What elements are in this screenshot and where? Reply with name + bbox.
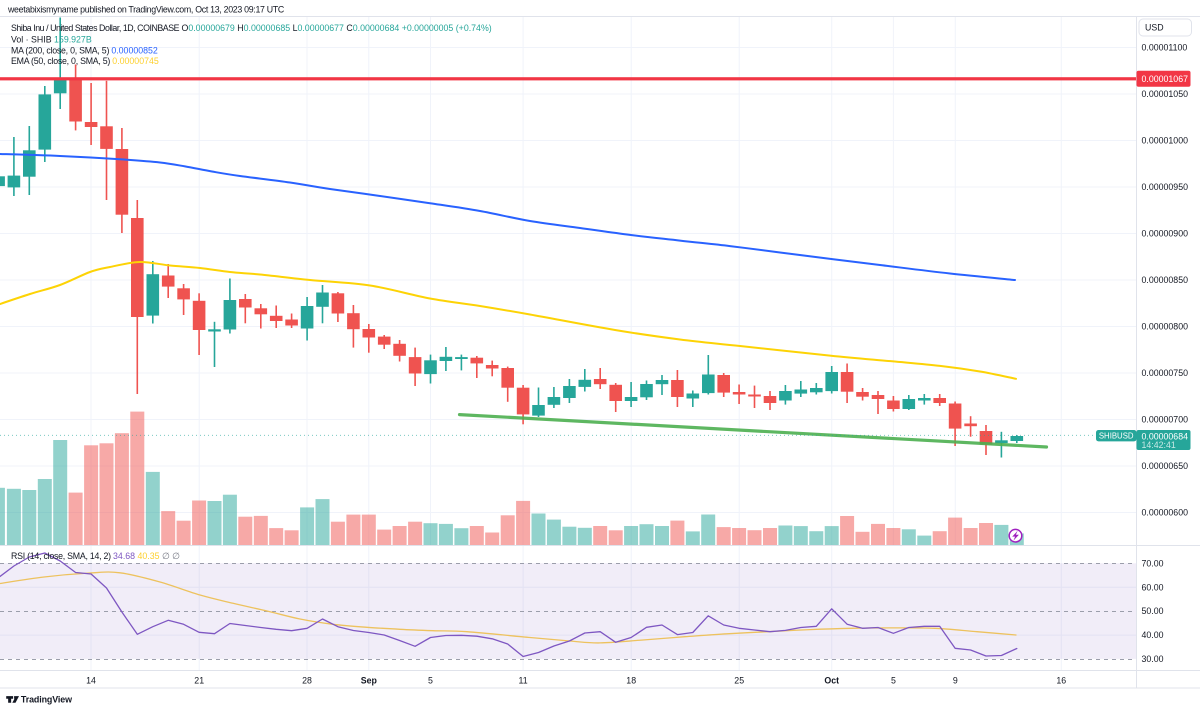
svg-text:RSI (14, close, SMA, 14, 2) 34: RSI (14, close, SMA, 14, 2) 34.68 40.35 … — [11, 551, 180, 561]
svg-text:0.00001067: 0.00001067 — [1142, 74, 1189, 84]
svg-text:SHIBUSD: SHIBUSD — [1099, 432, 1134, 441]
svg-text:EMA (50, close, 0, SMA, 5) 0.0: EMA (50, close, 0, SMA, 5) 0.00000745 — [11, 56, 159, 66]
svg-text:Shiba Inu / United States Doll: Shiba Inu / United States Dollar, 1D, CO… — [11, 23, 492, 33]
svg-text:16: 16 — [1056, 675, 1066, 685]
svg-text:14:42:41: 14:42:41 — [1142, 440, 1176, 450]
svg-text:30.00: 30.00 — [1142, 654, 1164, 664]
svg-text:70.00: 70.00 — [1142, 558, 1164, 568]
svg-text:0.00000684: 0.00000684 — [1142, 432, 1189, 442]
svg-text:21: 21 — [194, 675, 204, 685]
svg-text:0.00000750: 0.00000750 — [1142, 368, 1189, 378]
svg-text:25: 25 — [734, 675, 744, 685]
svg-text:Oct: Oct — [824, 675, 839, 685]
svg-text:weetabixismyname published on: weetabixismyname published on TradingVie… — [7, 5, 285, 15]
svg-text:50.00: 50.00 — [1142, 606, 1164, 616]
svg-text:5: 5 — [891, 675, 896, 685]
svg-text:Vol · SHIB 159.927B: Vol · SHIB 159.927B — [11, 34, 92, 44]
svg-text:14: 14 — [86, 675, 96, 685]
svg-text:0.00001100: 0.00001100 — [1142, 43, 1188, 53]
svg-text:TradingView: TradingView — [21, 695, 72, 705]
svg-text:0.00000650: 0.00000650 — [1142, 461, 1189, 471]
svg-text:9: 9 — [953, 675, 958, 685]
svg-text:40.00: 40.00 — [1142, 630, 1164, 640]
svg-text:60.00: 60.00 — [1142, 582, 1164, 592]
svg-text:18: 18 — [626, 675, 636, 685]
svg-text:Sep: Sep — [361, 675, 378, 685]
svg-text:0.00000950: 0.00000950 — [1142, 182, 1189, 192]
svg-text:0.00001000: 0.00001000 — [1142, 136, 1189, 146]
svg-text:0.00000850: 0.00000850 — [1142, 275, 1189, 285]
svg-text:MA (200, close, 0, SMA, 5) 0.0: MA (200, close, 0, SMA, 5) 0.00000852 — [11, 45, 158, 55]
svg-text:28: 28 — [302, 675, 312, 685]
svg-text:0.00000800: 0.00000800 — [1142, 322, 1189, 332]
svg-text:USD: USD — [1145, 23, 1164, 33]
svg-text:11: 11 — [519, 675, 528, 685]
svg-text:0.00001050: 0.00001050 — [1142, 89, 1189, 99]
svg-text:0.00000600: 0.00000600 — [1142, 508, 1189, 518]
svg-text:5: 5 — [428, 675, 433, 685]
svg-text:0.00000700: 0.00000700 — [1142, 415, 1189, 425]
svg-text:0.00000900: 0.00000900 — [1142, 229, 1189, 239]
